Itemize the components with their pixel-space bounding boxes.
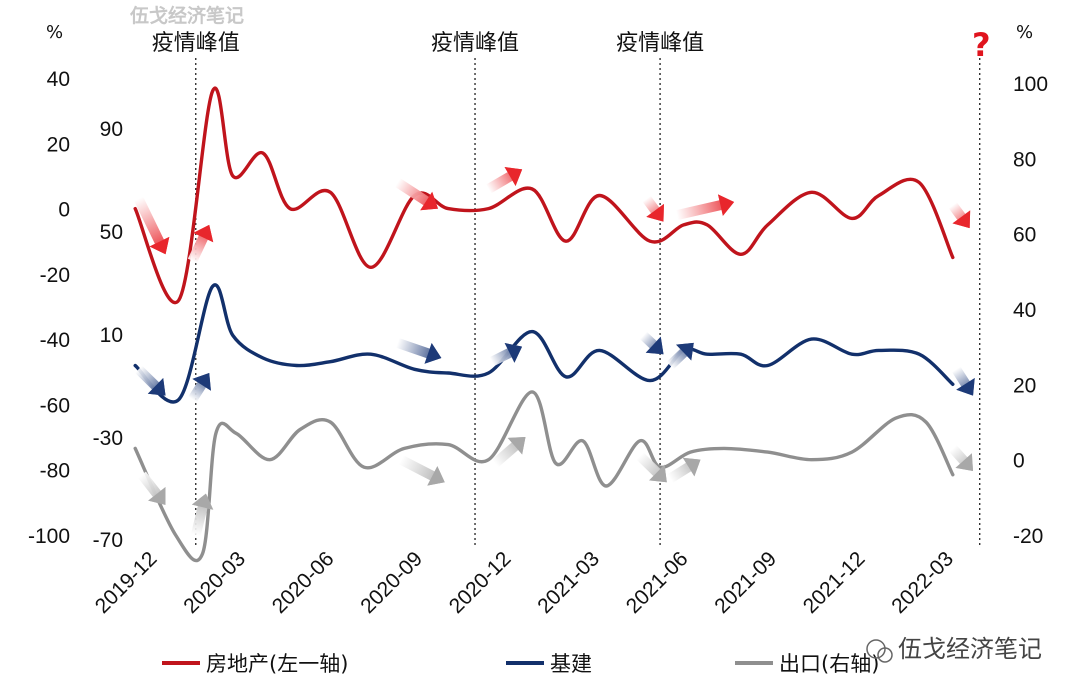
x-tick-label: 2021-06 xyxy=(622,547,693,618)
right-tick-label: 80 xyxy=(1013,148,1036,171)
inner-tick-label: 10 xyxy=(100,324,123,347)
peak-label: 疫情峰值 xyxy=(616,31,704,56)
wechat-icon xyxy=(866,639,886,659)
right-axis-ticks: 100 80 60 40 20 0 -20 xyxy=(1013,73,1048,548)
trend-arrow-gray xyxy=(667,457,701,483)
inner-tick-label: -70 xyxy=(93,529,123,552)
inner-axis-ticks: 90 50 10 -30 -70 xyxy=(93,118,123,552)
trend-arrow-navy xyxy=(639,331,664,355)
left-tick-label: -100 xyxy=(28,525,70,548)
left-tick-label: -60 xyxy=(40,394,70,417)
trend-arrow-navy xyxy=(188,373,211,403)
trend-arrow-red xyxy=(948,202,971,229)
question-mark: ? xyxy=(972,26,991,64)
trend-arrow-gray xyxy=(137,471,166,505)
trend-arrow-navy xyxy=(666,342,694,370)
left-tick-label: 40 xyxy=(47,68,70,91)
series-line-real-estate xyxy=(133,86,955,305)
x-tick-label: 2021-09 xyxy=(710,547,781,618)
x-tick-label: 2020-06 xyxy=(268,547,339,618)
trend-arrow-navy xyxy=(489,343,523,367)
legend-label-exports: 出口(右轴) xyxy=(779,652,879,676)
trend-arrow-gray xyxy=(491,437,526,468)
right-tick-label: 40 xyxy=(1013,299,1036,322)
trend-arrow-red xyxy=(187,224,214,263)
right-tick-label: 60 xyxy=(1013,224,1036,247)
trend-arrow-gray xyxy=(190,493,214,537)
arrow-layer xyxy=(134,166,975,537)
inner-tick-label: -30 xyxy=(93,427,123,450)
watermark-top: 伍戈经济笔记 xyxy=(129,4,244,27)
trend-arrow-gray xyxy=(398,455,445,486)
x-tick-label: 2020-12 xyxy=(445,547,516,618)
wechat-icon-2 xyxy=(877,647,893,663)
series-line-exports xyxy=(133,390,955,563)
inner-tick-label: 50 xyxy=(100,221,123,244)
trend-arrow-navy xyxy=(135,365,166,396)
series-layer xyxy=(133,86,955,563)
trend-arrow-red xyxy=(642,195,664,222)
x-axis-ticks: 2019-12 2020-03 2020-06 2020-09 2020-12 2021-… xyxy=(91,547,958,618)
trend-arrow-gray xyxy=(949,445,973,471)
inner-tick-label: 90 xyxy=(100,118,123,141)
peak-lines: 疫情峰值 疫情峰值 疫情峰值 xyxy=(152,31,981,548)
left-tick-label: 0 xyxy=(58,199,70,222)
left-axis-ticks: 40 20 0 -20 -40 -60 -80 -100 xyxy=(28,68,70,548)
x-tick-label: 2021-12 xyxy=(799,547,870,618)
peak-label: 疫情峰值 xyxy=(431,31,519,56)
trend-arrow-red xyxy=(485,166,523,194)
trend-arrow-red xyxy=(675,194,735,220)
right-tick-label: 0 xyxy=(1013,450,1025,473)
right-tick-label: 100 xyxy=(1013,73,1048,96)
x-tick-label: 2019-12 xyxy=(91,547,162,618)
left-tick-label: -80 xyxy=(40,460,70,483)
trend-arrow-navy xyxy=(951,366,975,396)
trend-arrow-navy xyxy=(395,338,442,364)
trend-arrow-red xyxy=(134,196,170,255)
x-tick-label: 2022-03 xyxy=(887,547,958,618)
legend-label-real-estate: 房地产(左一轴) xyxy=(206,652,348,676)
watermark-bottom-text: 伍戈经济笔记 xyxy=(898,635,1042,663)
left-unit-label: % xyxy=(46,22,63,43)
legend-label-infrastructure: 基建 xyxy=(550,652,592,676)
legend: 房地产(左一轴) 基建 出口(右轴) xyxy=(162,652,879,676)
right-unit-label: % xyxy=(1016,22,1033,43)
watermark-bottom: 伍戈经济笔记 xyxy=(866,635,1042,663)
x-tick-label: 2021-03 xyxy=(533,547,604,618)
trend-arrow-red xyxy=(394,178,438,211)
x-tick-label: 2020-09 xyxy=(356,547,427,618)
trend-arrow-gray xyxy=(636,452,667,483)
left-tick-label: 20 xyxy=(47,133,70,156)
right-tick-label: 20 xyxy=(1013,374,1036,397)
left-tick-label: -20 xyxy=(40,264,70,287)
right-tick-label: -20 xyxy=(1013,525,1043,548)
left-tick-label: -40 xyxy=(40,329,70,352)
peak-label: 疫情峰值 xyxy=(152,31,240,56)
series-line-infrastructure xyxy=(133,283,955,404)
